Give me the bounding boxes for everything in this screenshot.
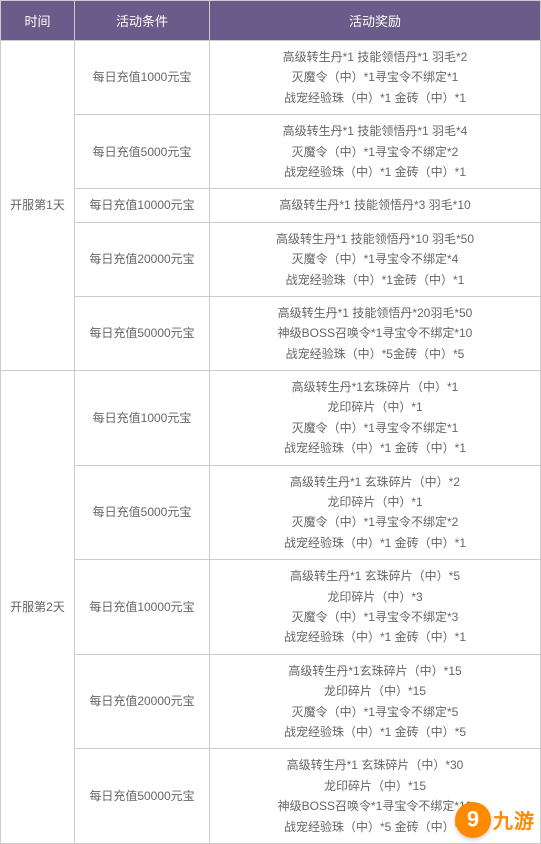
reward-line: 高级转生丹*1 玄珠碎片（中）*2 [214,472,536,492]
table-header-row: 时间 活动条件 活动奖励 [1,1,541,41]
reward-table: 时间 活动条件 活动奖励 开服第1天每日充值1000元宝高级转生丹*1 技能领悟… [0,0,541,844]
reward-line: 神级BOSS召唤令*1寻宝令不绑定*10 [214,323,536,343]
reward-line: 灭魔令（中）*1寻宝令不绑定*4 [214,249,536,269]
table-row: 开服第2天每日充值1000元宝高级转生丹*1玄珠碎片（中）*1龙印碎片（中）*1… [1,371,541,466]
table-row: 每日充值20000元宝高级转生丹*1 技能领悟丹*10 羽毛*50灭魔令（中）*… [1,222,541,296]
reward-line: 战宠经验珠（中）*1 金砖（中）*1 [214,627,536,647]
condition-cell: 每日充值1000元宝 [75,41,210,115]
table-row: 每日充值50000元宝高级转生丹*1 技能领悟丹*20羽毛*50神级BOSS召唤… [1,296,541,370]
reward-cell: 高级转生丹*1 技能领悟丹*1 羽毛*4灭魔令（中）*1寻宝令不绑定*2战宠经验… [210,115,541,189]
header-condition: 活动条件 [75,1,210,41]
logo-badge-icon [455,802,491,838]
site-logo: 九游 [455,802,535,838]
reward-line: 龙印碎片（中）*15 [214,776,536,796]
reward-line: 高级转生丹*1 技能领悟丹*3 羽毛*10 [214,195,536,215]
day-cell: 开服第1天 [1,41,75,371]
reward-line: 战宠经验珠（中）*1金砖（中）*1 [214,270,536,290]
reward-line: 灭魔令（中）*1寻宝令不绑定*2 [214,142,536,162]
reward-line: 高级转生丹*1 技能领悟丹*1 羽毛*2 [214,47,536,67]
reward-line: 高级转生丹*1 玄珠碎片（中）*30 [214,755,536,775]
condition-cell: 每日充值5000元宝 [75,115,210,189]
condition-cell: 每日充值50000元宝 [75,296,210,370]
reward-line: 灭魔令（中）*1寻宝令不绑定*5 [214,702,536,722]
reward-line: 龙印碎片（中）*15 [214,681,536,701]
condition-cell: 每日充值20000元宝 [75,654,210,749]
condition-cell: 每日充值10000元宝 [75,560,210,655]
reward-line: 高级转生丹*1 技能领悟丹*1 羽毛*4 [214,121,536,141]
condition-cell: 每日充值1000元宝 [75,371,210,466]
reward-line: 战宠经验珠（中）*1 金砖（中）*5 [214,722,536,742]
condition-cell: 每日充值50000元宝 [75,749,210,844]
reward-line: 龙印碎片（中）*1 [214,492,536,512]
condition-cell: 每日充值5000元宝 [75,465,210,560]
reward-line: 高级转生丹*1 玄珠碎片（中）*5 [214,566,536,586]
reward-cell: 高级转生丹*1 技能领悟丹*20羽毛*50神级BOSS召唤令*1寻宝令不绑定*1… [210,296,541,370]
reward-line: 战宠经验珠（中）*1 金砖（中）*1 [214,438,536,458]
header-reward: 活动奖励 [210,1,541,41]
reward-line: 高级转生丹*1 技能领悟丹*10 羽毛*50 [214,229,536,249]
reward-cell: 高级转生丹*1玄珠碎片（中）*15龙印碎片（中）*15灭魔令（中）*1寻宝令不绑… [210,654,541,749]
reward-line: 高级转生丹*1玄珠碎片（中）*15 [214,661,536,681]
table-row: 开服第1天每日充值1000元宝高级转生丹*1 技能领悟丹*1 羽毛*2灭魔令（中… [1,41,541,115]
reward-cell: 高级转生丹*1 技能领悟丹*10 羽毛*50灭魔令（中）*1寻宝令不绑定*4战宠… [210,222,541,296]
condition-cell: 每日充值20000元宝 [75,222,210,296]
reward-line: 战宠经验珠（中）*5金砖（中）*5 [214,344,536,364]
table-row: 每日充值20000元宝高级转生丹*1玄珠碎片（中）*15龙印碎片（中）*15灭魔… [1,654,541,749]
reward-line: 灭魔令（中）*1寻宝令不绑定*3 [214,607,536,627]
reward-cell: 高级转生丹*1玄珠碎片（中）*1龙印碎片（中）*1灭魔令（中）*1寻宝令不绑定*… [210,371,541,466]
day-cell: 开服第2天 [1,371,75,844]
header-time: 时间 [1,1,75,41]
reward-line: 战宠经验珠（中）*1 金砖（中）*1 [214,533,536,553]
reward-cell: 高级转生丹*1 玄珠碎片（中）*2龙印碎片（中）*1灭魔令（中）*1寻宝令不绑定… [210,465,541,560]
reward-line: 高级转生丹*1玄珠碎片（中）*1 [214,377,536,397]
reward-cell: 高级转生丹*1 技能领悟丹*1 羽毛*2灭魔令（中）*1寻宝令不绑定*1战宠经验… [210,41,541,115]
reward-line: 龙印碎片（中）*3 [214,587,536,607]
condition-cell: 每日充值10000元宝 [75,189,210,222]
reward-line: 高级转生丹*1 技能领悟丹*20羽毛*50 [214,303,536,323]
reward-cell: 高级转生丹*1 技能领悟丹*3 羽毛*10 [210,189,541,222]
table-row: 每日充值10000元宝高级转生丹*1 玄珠碎片（中）*5龙印碎片（中）*3灭魔令… [1,560,541,655]
reward-cell: 高级转生丹*1 玄珠碎片（中）*5龙印碎片（中）*3灭魔令（中）*1寻宝令不绑定… [210,560,541,655]
table-row: 每日充值10000元宝高级转生丹*1 技能领悟丹*3 羽毛*10 [1,189,541,222]
reward-line: 灭魔令（中）*1寻宝令不绑定*1 [214,418,536,438]
reward-line: 灭魔令（中）*1寻宝令不绑定*1 [214,67,536,87]
reward-line: 龙印碎片（中）*1 [214,397,536,417]
reward-line: 灭魔令（中）*1寻宝令不绑定*2 [214,512,536,532]
logo-text: 九游 [493,805,535,834]
table-row: 每日充值5000元宝高级转生丹*1 技能领悟丹*1 羽毛*4灭魔令（中）*1寻宝… [1,115,541,189]
reward-line: 战宠经验珠（中）*1 金砖（中）*1 [214,88,536,108]
table-row: 每日充值5000元宝高级转生丹*1 玄珠碎片（中）*2龙印碎片（中）*1灭魔令（… [1,465,541,560]
reward-line: 战宠经验珠（中）*1 金砖（中）*1 [214,162,536,182]
